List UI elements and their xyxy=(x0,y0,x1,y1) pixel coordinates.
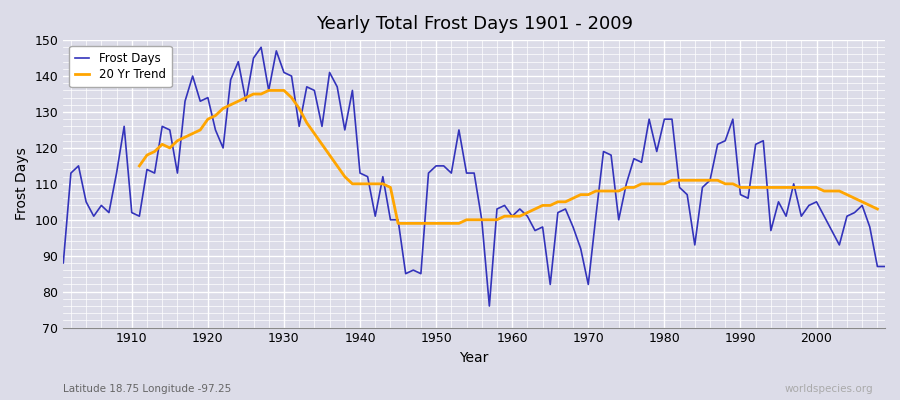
Frost Days xyxy=(879,264,890,269)
20 Yr Trend xyxy=(180,135,191,140)
Frost Days xyxy=(484,304,495,308)
Frost Days xyxy=(256,45,266,50)
20 Yr Trend xyxy=(872,207,883,212)
20 Yr Trend xyxy=(613,189,624,194)
20 Yr Trend xyxy=(392,221,403,226)
20 Yr Trend xyxy=(264,88,274,93)
20 Yr Trend xyxy=(134,164,145,168)
20 Yr Trend xyxy=(560,200,571,204)
Text: Latitude 18.75 Longitude -97.25: Latitude 18.75 Longitude -97.25 xyxy=(63,384,231,394)
Title: Yearly Total Frost Days 1901 - 2009: Yearly Total Frost Days 1901 - 2009 xyxy=(316,15,633,33)
Frost Days xyxy=(58,260,68,265)
20 Yr Trend xyxy=(712,178,723,183)
Frost Days xyxy=(119,124,130,129)
Line: Frost Days: Frost Days xyxy=(63,47,885,306)
Legend: Frost Days, 20 Yr Trend: Frost Days, 20 Yr Trend xyxy=(69,46,172,87)
Frost Days xyxy=(339,128,350,132)
Y-axis label: Frost Days: Frost Days xyxy=(15,148,29,220)
X-axis label: Year: Year xyxy=(460,351,489,365)
20 Yr Trend xyxy=(194,128,205,132)
Frost Days xyxy=(522,214,533,218)
Text: worldspecies.org: worldspecies.org xyxy=(785,384,873,394)
Frost Days xyxy=(515,207,526,212)
20 Yr Trend xyxy=(500,214,510,218)
Frost Days xyxy=(293,124,304,129)
Frost Days xyxy=(613,217,624,222)
Line: 20 Yr Trend: 20 Yr Trend xyxy=(140,90,878,223)
